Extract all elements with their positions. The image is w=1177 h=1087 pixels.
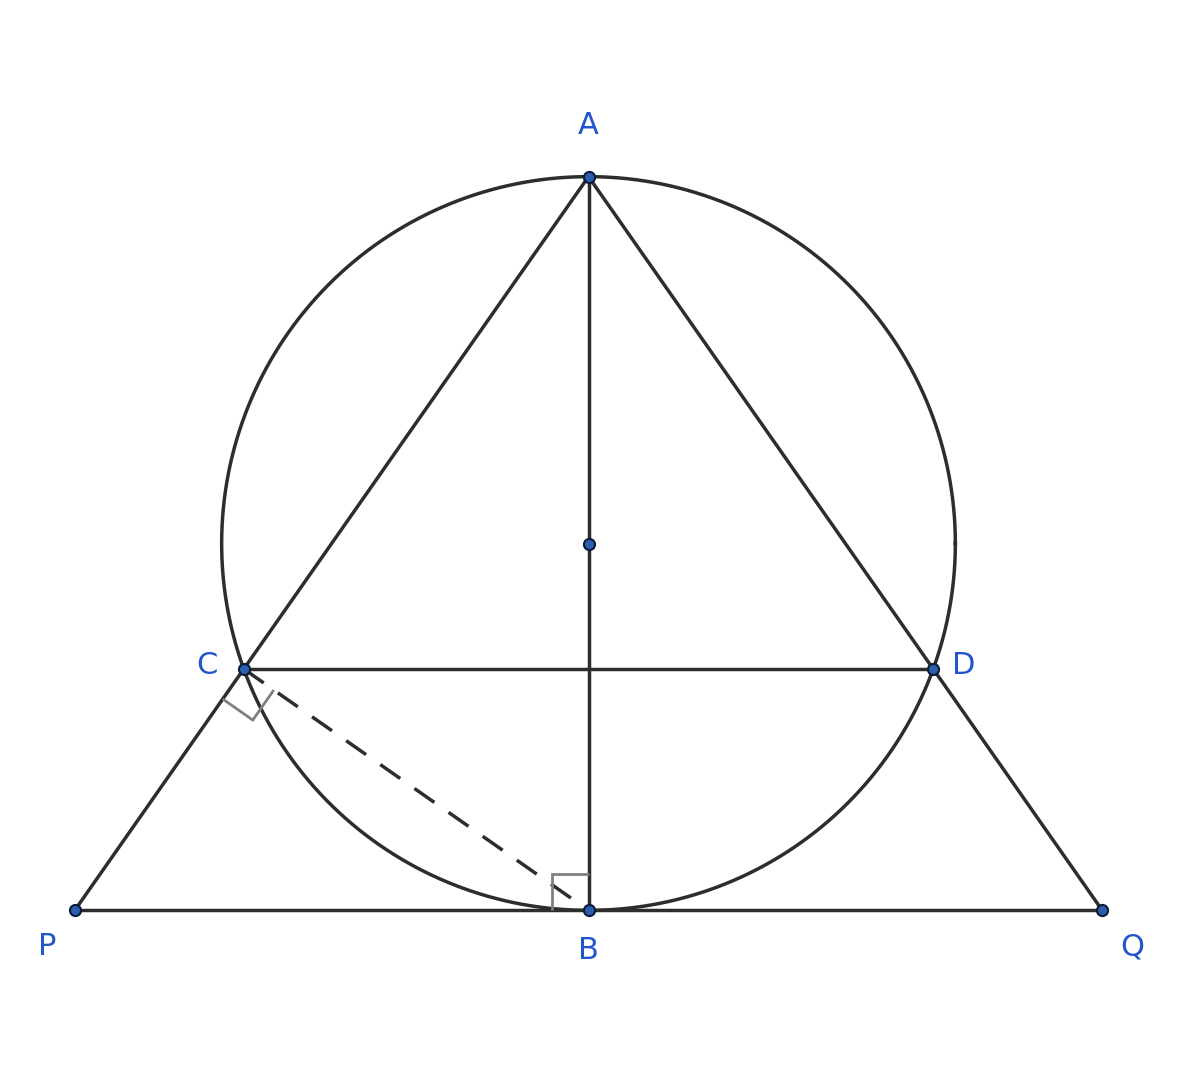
Text: P: P xyxy=(38,933,56,961)
Text: A: A xyxy=(578,111,599,140)
Text: B: B xyxy=(578,936,599,965)
Text: C: C xyxy=(197,651,218,679)
Text: Q: Q xyxy=(1121,933,1144,961)
Text: D: D xyxy=(951,651,975,679)
